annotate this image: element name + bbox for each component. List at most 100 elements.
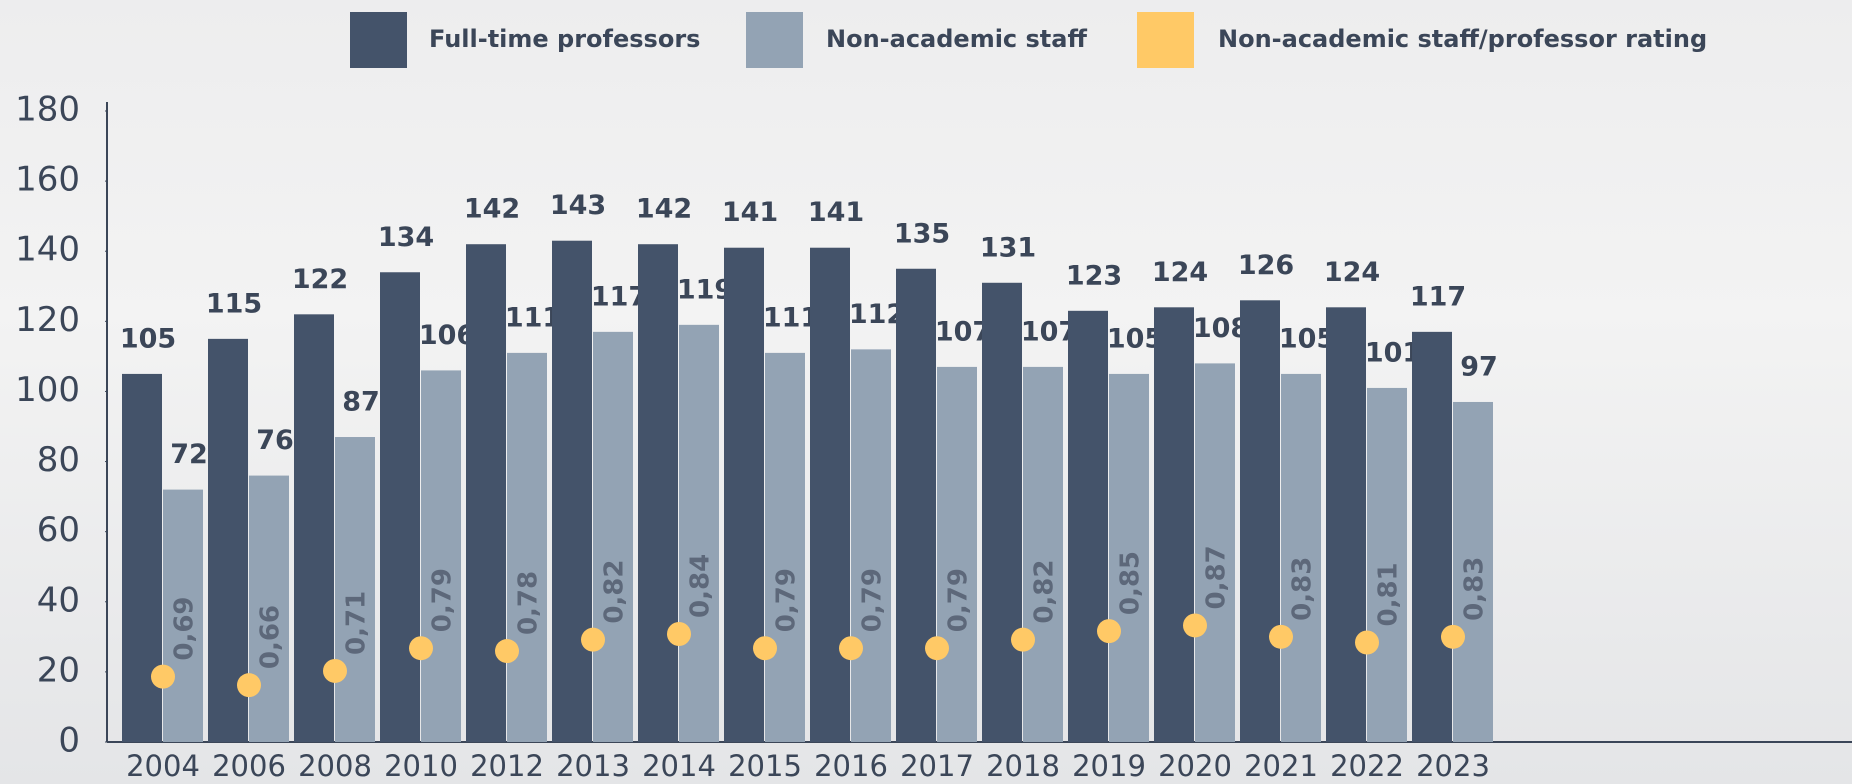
rating-label: 0,78 — [514, 571, 544, 635]
value-label: 101 — [1365, 337, 1421, 368]
value-label: 107 — [1021, 316, 1077, 347]
value-label: 111 — [763, 302, 819, 333]
bar — [1281, 373, 1321, 742]
rating-label: 0,79 — [944, 568, 974, 632]
value-label: 119 — [677, 274, 733, 305]
value-label: 134 — [378, 222, 434, 253]
x-tick-label: 2016 — [814, 749, 888, 783]
value-label: 105 — [120, 323, 176, 354]
x-tick-label: 2004 — [126, 749, 200, 783]
x-tick-label: 2006 — [212, 749, 286, 783]
rating-dot — [1097, 619, 1121, 644]
bar — [896, 268, 936, 742]
bar — [765, 352, 805, 742]
x-tick-label: 2015 — [728, 749, 802, 783]
rating-dot — [237, 673, 261, 698]
y-tick-label: 80 — [37, 440, 80, 480]
bar — [1326, 307, 1366, 742]
legend-swatch — [1137, 12, 1194, 68]
value-label: 111 — [505, 302, 561, 333]
y-tick-label: 20 — [37, 650, 80, 690]
value-label: 135 — [894, 218, 950, 249]
rating-label: 0,82 — [600, 560, 630, 624]
rating-label: 0,82 — [1030, 560, 1060, 624]
bar — [552, 240, 592, 742]
x-tick-label: 2008 — [298, 749, 372, 783]
legend-label: Non-academic staff/professor rating — [1218, 25, 1707, 53]
y-tick-label: 120 — [15, 300, 80, 340]
x-tick-label: 2018 — [986, 749, 1060, 783]
y-tick-label: 0 — [58, 721, 80, 761]
bar — [1240, 300, 1280, 742]
bar — [1023, 366, 1063, 742]
rating-dot — [1269, 624, 1293, 649]
legend-swatch — [350, 12, 407, 68]
rating-dot — [925, 636, 949, 661]
rating-label: 0,83 — [1288, 557, 1318, 621]
rating-dot — [667, 621, 691, 646]
bar — [466, 244, 506, 742]
rating-dot — [581, 627, 605, 652]
bar — [335, 437, 375, 742]
x-tick-label: 2010 — [384, 749, 458, 783]
value-label: 72 — [170, 439, 208, 470]
x-tick-label: 2020 — [1158, 749, 1232, 783]
legend-label: Non-academic staff — [826, 25, 1087, 53]
value-label: 122 — [292, 264, 348, 295]
bar — [1195, 363, 1235, 742]
value-label: 124 — [1324, 257, 1380, 288]
value-label: 124 — [1152, 257, 1208, 288]
rating-label: 0,84 — [686, 554, 716, 618]
rating-label: 0,81 — [1374, 562, 1404, 626]
y-tick-label: 40 — [37, 580, 80, 620]
value-label: 117 — [591, 281, 647, 312]
x-tick-label: 2019 — [1072, 749, 1146, 783]
rating-dot — [323, 658, 347, 683]
bar — [507, 352, 547, 742]
value-label: 76 — [256, 425, 294, 456]
x-tick-label: 2013 — [556, 749, 630, 783]
bar — [679, 324, 719, 742]
rating-label: 0,83 — [1460, 557, 1490, 621]
bar — [1154, 307, 1194, 742]
rating-dot — [1011, 627, 1035, 652]
bar — [380, 272, 420, 742]
rating-dot — [1355, 630, 1379, 655]
value-label: 108 — [1193, 313, 1249, 344]
x-tick-label: 2021 — [1244, 749, 1318, 783]
value-label: 105 — [1107, 323, 1163, 354]
bar — [638, 244, 678, 742]
bar — [851, 349, 891, 742]
value-label: 142 — [464, 194, 520, 225]
bar — [1453, 401, 1493, 742]
bar — [1068, 310, 1108, 742]
bar — [208, 338, 248, 742]
value-label: 141 — [722, 197, 778, 228]
bar — [982, 282, 1022, 742]
value-label: 123 — [1066, 260, 1122, 291]
rating-label: 0,69 — [170, 596, 200, 660]
bar — [421, 370, 461, 742]
value-label: 106 — [419, 320, 475, 351]
rating-label: 0,85 — [1116, 551, 1146, 615]
value-label: 105 — [1279, 323, 1335, 354]
rating-label: 0,87 — [1202, 545, 1232, 609]
bar — [122, 373, 162, 742]
bar — [593, 331, 633, 742]
value-label: 112 — [849, 299, 905, 330]
rating-dot — [409, 636, 433, 661]
rating-dot — [839, 636, 863, 661]
bar — [1109, 373, 1149, 742]
rating-dot — [1183, 613, 1207, 638]
value-label: 126 — [1238, 250, 1294, 281]
y-tick-label: 180 — [15, 90, 80, 130]
value-label: 107 — [935, 316, 991, 347]
bar — [1367, 387, 1407, 742]
rating-dot — [1441, 624, 1465, 649]
y-tick-label: 60 — [37, 510, 80, 550]
legend-swatch — [746, 12, 803, 68]
rating-label: 0,71 — [342, 591, 372, 655]
legend-label: Full-time professors — [429, 25, 700, 53]
rating-dot — [151, 664, 175, 689]
